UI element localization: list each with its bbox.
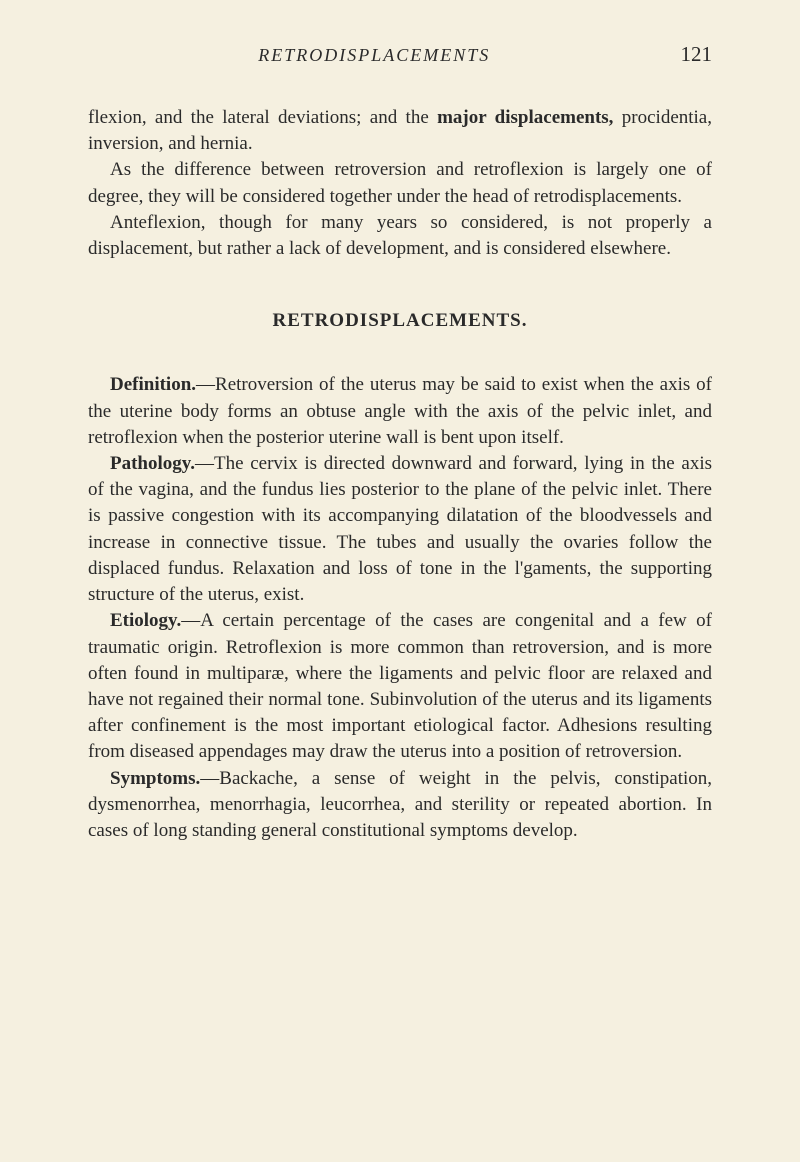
section-title: RETRODISPLACEMENTS. (88, 310, 712, 332)
intro-paragraph-2: As the difference between retroversion a… (88, 157, 712, 209)
page-number: 121 (681, 42, 713, 67)
intro-paragraph-1: flexion, and the lateral deviations; and… (88, 105, 712, 157)
definition-paragraph: Definition.—Retroversion of the uterus m… (88, 372, 712, 451)
pathology-paragraph: Pathology.—The cervix is directed downwa… (88, 451, 712, 608)
intro-p1-bold: major displacements, (437, 107, 613, 128)
definition-label: Definition. (110, 374, 196, 395)
running-head: RETRODISPLACEMENTS (88, 45, 661, 66)
symptoms-label: Symptoms. (110, 768, 200, 789)
etiology-paragraph: Etiology.—A certain percentage of the ca… (88, 608, 712, 765)
intro-paragraph-3: Anteflexion, though for many years so co… (88, 210, 712, 262)
symptoms-paragraph: Symptoms.—Backache, a sense of weight in… (88, 766, 712, 845)
page-header: RETRODISPLACEMENTS 121 (88, 42, 712, 67)
intro-p1-pre: flexion, and the lateral deviations; and… (88, 107, 437, 128)
pathology-label: Pathology. (110, 453, 195, 474)
etiology-text: —A certain percentage of the cases are c… (88, 610, 712, 762)
etiology-label: Etiology. (110, 610, 181, 631)
pathology-text: —The cervix is directed downward and for… (88, 453, 712, 605)
